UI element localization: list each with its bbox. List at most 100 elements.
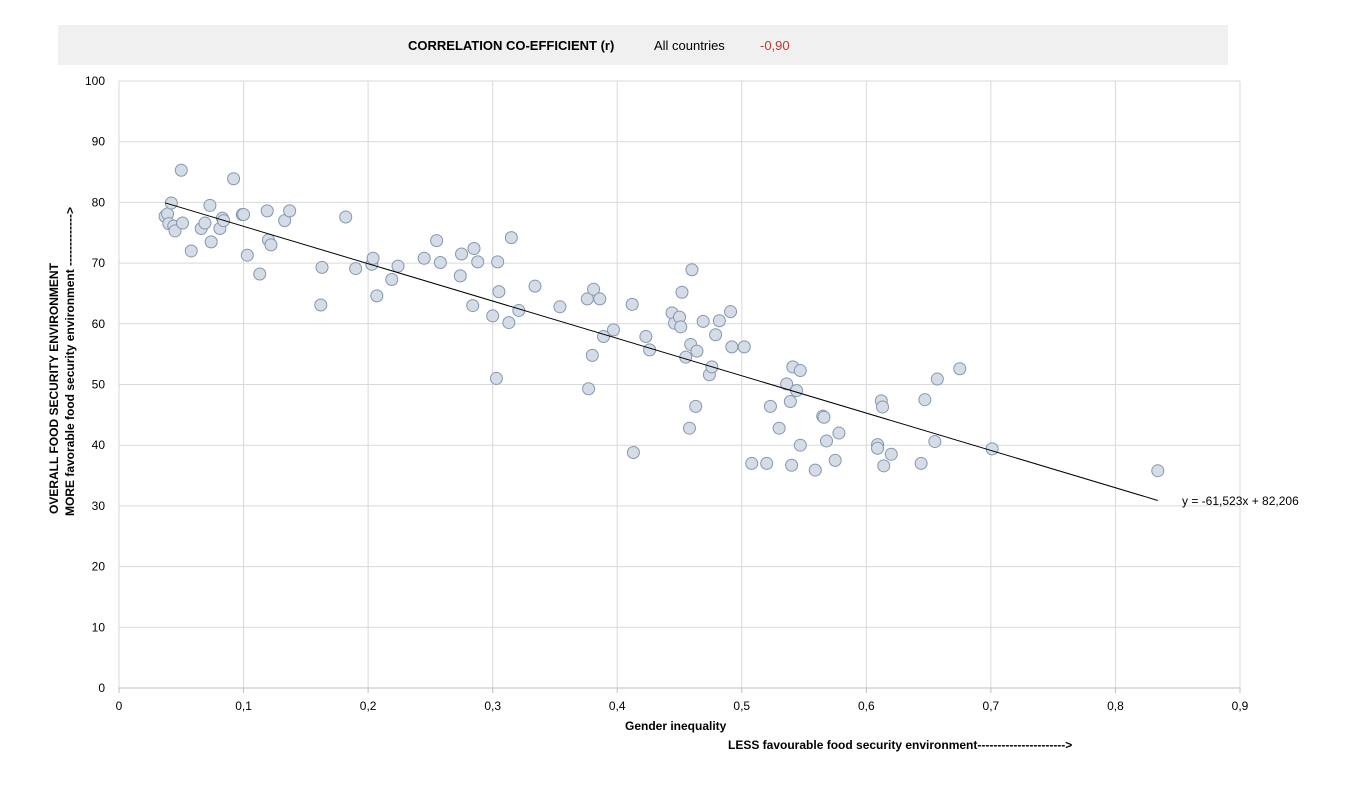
data-point <box>985 442 999 456</box>
y-tick-label: 80 <box>92 195 106 209</box>
data-point <box>877 459 891 473</box>
data-point <box>783 394 797 408</box>
data-point <box>763 399 777 413</box>
data-point <box>585 348 599 362</box>
data-point <box>466 299 480 313</box>
data-point <box>884 447 898 461</box>
data-point <box>227 172 241 186</box>
data-point <box>780 377 794 391</box>
data-point <box>489 371 503 385</box>
correlation-value: -0,90 <box>760 38 790 53</box>
data-point <box>1151 464 1165 478</box>
data-point <box>793 364 807 378</box>
data-point <box>391 259 405 273</box>
data-point <box>260 204 274 218</box>
data-points <box>158 163 1165 478</box>
x-tick-label: 0,3 <box>484 699 501 713</box>
data-point <box>430 234 444 248</box>
data-point <box>264 238 278 252</box>
y-axis-label-main: OVERALL FOOD SECURITY ENVIRONMENT <box>47 263 61 514</box>
data-point <box>504 231 518 245</box>
data-point <box>871 441 885 455</box>
x-axis-label: Gender inequality <box>625 719 727 733</box>
correlation-group: All countries <box>654 38 725 53</box>
data-point <box>314 298 328 312</box>
data-point <box>471 255 485 269</box>
y-tick-label: 10 <box>92 620 106 634</box>
x-tick-label: 0,7 <box>983 699 1000 713</box>
grid-lines <box>118 80 1241 693</box>
data-point <box>455 247 469 261</box>
data-point <box>283 204 297 218</box>
data-point <box>819 434 833 448</box>
data-point <box>453 269 467 283</box>
y-tick-label: 90 <box>92 135 106 149</box>
data-point <box>674 320 688 334</box>
data-point <box>689 399 703 413</box>
data-point <box>685 263 699 277</box>
x-tick-label: 0 <box>116 699 123 713</box>
data-point <box>492 285 506 299</box>
data-point <box>724 305 738 319</box>
data-point <box>204 235 218 249</box>
data-point <box>370 289 384 303</box>
data-point <box>682 421 696 435</box>
data-point <box>253 267 267 281</box>
data-point <box>928 435 942 449</box>
data-point <box>315 260 329 274</box>
data-point <box>240 248 254 262</box>
x-tick-label: 0,4 <box>609 699 626 713</box>
data-point <box>198 216 212 230</box>
data-point <box>553 300 567 314</box>
y-tick-label: 0 <box>98 681 105 695</box>
x-tick-label: 0,5 <box>733 699 750 713</box>
trendline-equation: y = -61,523x + 82,206 <box>1182 494 1299 508</box>
chart-header-band <box>58 25 1228 65</box>
tick-labels: 0 10 20 30 40 50 60 70 80 90 100 0 0,1 0,2 0,3 0,4 0,5 0,… <box>85 74 1249 713</box>
data-point <box>349 262 363 276</box>
data-point <box>808 463 822 477</box>
y-tick-label: 70 <box>92 256 106 270</box>
data-point <box>587 282 601 296</box>
data-point <box>174 163 188 177</box>
data-point <box>237 208 251 222</box>
y-axis-label-note: MORE favorable food security environment… <box>63 206 77 516</box>
data-point <box>793 438 807 452</box>
data-point <box>203 198 217 212</box>
data-point <box>491 255 505 269</box>
x-tick-label: 0,2 <box>360 699 377 713</box>
x-axis-note: LESS favourable food security environmen… <box>728 738 1073 752</box>
data-point <box>184 244 198 258</box>
data-point <box>737 340 751 354</box>
data-point <box>582 382 596 396</box>
data-point <box>593 292 607 306</box>
data-point <box>785 458 799 472</box>
data-point <box>918 393 932 407</box>
data-point <box>712 314 726 328</box>
data-point <box>626 445 640 459</box>
data-point <box>690 344 704 358</box>
data-point <box>930 372 944 386</box>
data-point <box>643 343 657 357</box>
data-point <box>832 426 846 440</box>
data-point <box>772 421 786 435</box>
y-tick-label: 50 <box>92 378 106 392</box>
y-tick-label: 40 <box>92 438 106 452</box>
trendline-group <box>164 202 1158 501</box>
y-tick-label: 100 <box>85 74 105 88</box>
data-point <box>675 285 689 299</box>
data-point <box>528 279 542 293</box>
x-tick-label: 0,6 <box>858 699 875 713</box>
data-point <box>725 340 739 354</box>
data-point <box>433 255 447 269</box>
data-point <box>828 453 842 467</box>
correlation-title: CORRELATION CO-EFFICIENT (r) <box>408 38 615 53</box>
data-point <box>385 272 399 286</box>
data-point <box>639 330 653 344</box>
x-tick-label: 0,9 <box>1232 699 1249 713</box>
y-tick-label: 30 <box>92 499 106 513</box>
data-point <box>817 410 831 424</box>
y-tick-label: 20 <box>92 560 106 574</box>
data-point <box>760 456 774 470</box>
